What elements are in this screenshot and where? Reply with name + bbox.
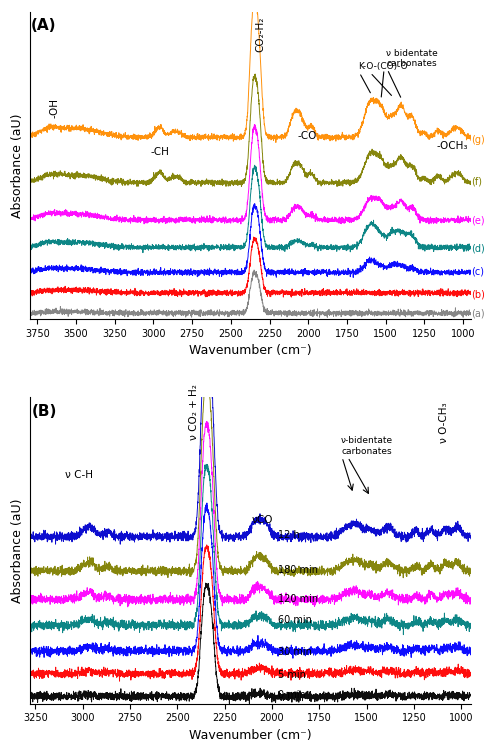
Text: (f): (f) [471,176,482,186]
Text: ν CO₂ + H₂: ν CO₂ + H₂ [189,384,199,440]
Text: (B): (B) [32,404,57,419]
Text: 0 min: 0 min [278,690,306,700]
X-axis label: Wavenumber (cm⁻): Wavenumber (cm⁻) [189,344,311,357]
Text: -OH: -OH [50,98,60,118]
Y-axis label: Absorbance (aU): Absorbance (aU) [11,114,24,218]
Text: ν O-CH₃: ν O-CH₃ [439,402,449,443]
Text: (b): (b) [471,289,485,300]
X-axis label: Wavenumber (cm⁻): Wavenumber (cm⁻) [189,729,311,742]
Text: CO₂-H₂: CO₂-H₂ [255,17,265,52]
Text: ν-bidentate
carbonates: ν-bidentate carbonates [341,436,393,456]
Text: (A): (A) [31,18,57,33]
Text: 120 min: 120 min [278,594,318,604]
Text: 180 min: 180 min [278,565,317,575]
Text: -OCH₃: -OCH₃ [437,141,468,151]
Text: (g): (g) [471,136,485,145]
Text: 5 min: 5 min [278,670,306,680]
Text: 12 h: 12 h [278,529,300,540]
Text: (e): (e) [471,215,485,225]
Text: (c): (c) [471,267,484,276]
Text: ν bidentate
carbonates: ν bidentate carbonates [386,48,438,68]
Text: K-O-(CO)-O: K-O-(CO)-O [358,62,407,72]
Text: (a): (a) [471,309,485,319]
Text: 60 min: 60 min [278,615,311,625]
Text: -CO: -CO [298,130,317,141]
Text: ν C-H: ν C-H [65,470,93,480]
Text: -CH: -CH [150,147,169,157]
Text: 30 min: 30 min [278,647,311,657]
Text: (d): (d) [471,244,485,254]
Text: νCO: νCO [252,515,273,526]
Y-axis label: Absorbance (aU): Absorbance (aU) [11,498,24,602]
